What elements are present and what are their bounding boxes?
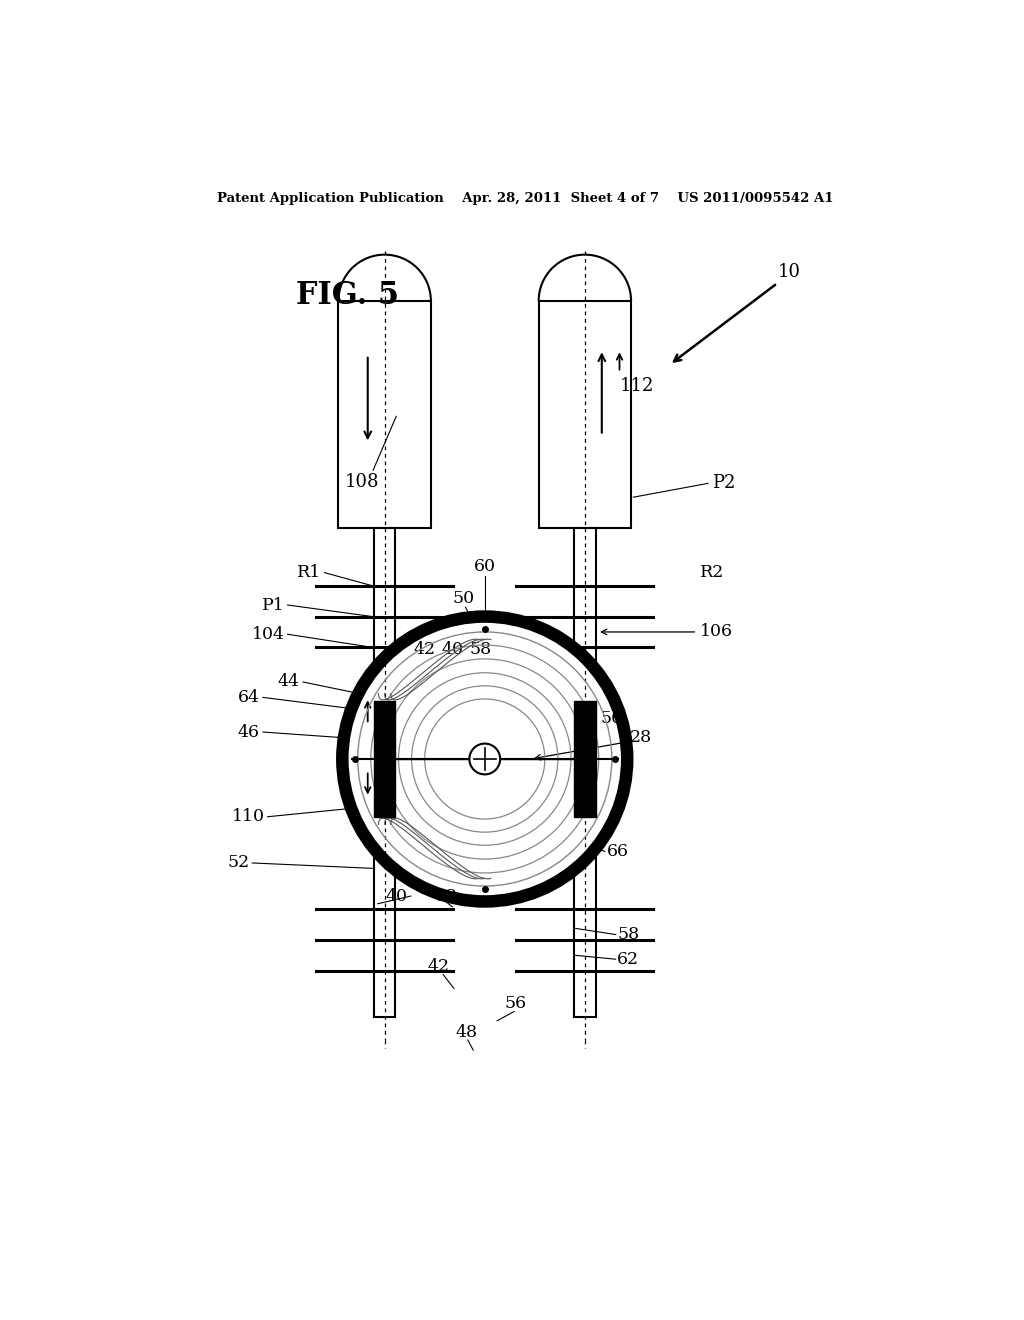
Text: 10: 10 bbox=[777, 264, 801, 281]
Text: R1: R1 bbox=[297, 564, 322, 581]
Text: 42: 42 bbox=[427, 958, 450, 975]
Text: 60: 60 bbox=[474, 558, 496, 576]
Bar bbox=[339, 301, 431, 528]
Text: 58: 58 bbox=[470, 642, 492, 659]
Text: 56: 56 bbox=[600, 710, 623, 727]
Text: 106: 106 bbox=[700, 623, 733, 640]
Text: 40: 40 bbox=[386, 887, 408, 904]
Circle shape bbox=[469, 743, 500, 775]
Text: 28: 28 bbox=[630, 729, 651, 746]
Bar bbox=[374, 528, 395, 1016]
Text: 108: 108 bbox=[344, 473, 379, 491]
Text: 66: 66 bbox=[606, 843, 629, 859]
Text: 48: 48 bbox=[456, 1024, 477, 1041]
Bar bbox=[539, 301, 631, 528]
Text: FIG. 5: FIG. 5 bbox=[296, 280, 399, 312]
Text: P1: P1 bbox=[262, 597, 285, 614]
Text: 56: 56 bbox=[505, 995, 526, 1012]
Text: 52: 52 bbox=[227, 854, 250, 871]
Text: Patent Application Publication    Apr. 28, 2011  Sheet 4 of 7    US 2011/0095542: Patent Application Publication Apr. 28, … bbox=[216, 191, 834, 205]
Bar bbox=[374, 701, 395, 817]
Text: R2: R2 bbox=[700, 564, 725, 581]
Text: 40: 40 bbox=[441, 642, 464, 659]
Text: P2: P2 bbox=[712, 474, 735, 492]
Text: 112: 112 bbox=[620, 376, 654, 395]
Text: 58: 58 bbox=[617, 927, 639, 942]
Text: 44: 44 bbox=[278, 673, 300, 690]
Text: 42: 42 bbox=[414, 642, 436, 659]
Text: 104: 104 bbox=[252, 626, 285, 643]
Text: 50: 50 bbox=[453, 590, 474, 607]
Text: 62: 62 bbox=[617, 950, 639, 968]
Text: 110: 110 bbox=[232, 808, 265, 825]
Bar bbox=[574, 701, 596, 817]
Bar bbox=[574, 528, 596, 1016]
Text: 46: 46 bbox=[238, 723, 260, 741]
Circle shape bbox=[342, 616, 628, 902]
Text: 32: 32 bbox=[435, 887, 458, 904]
Text: 64: 64 bbox=[238, 689, 260, 706]
